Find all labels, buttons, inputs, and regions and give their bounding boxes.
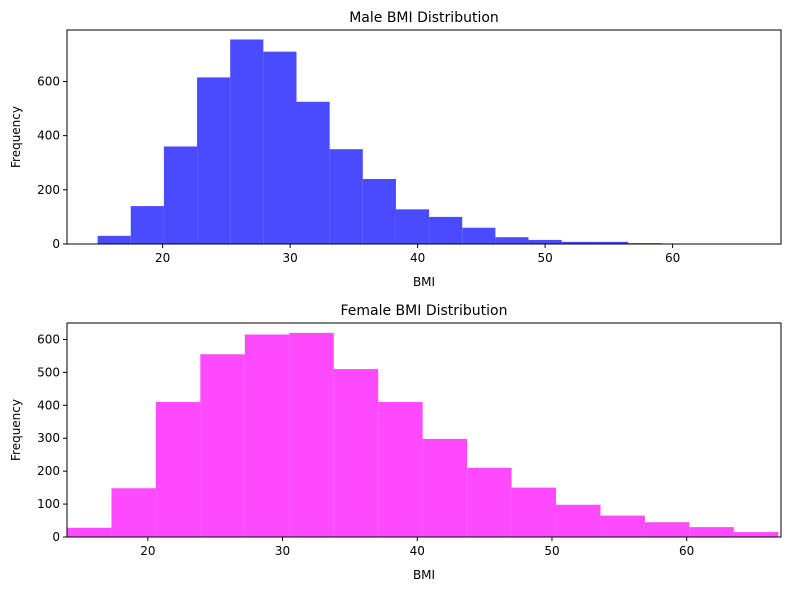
male-bar-9 bbox=[395, 209, 430, 244]
male-xtick-label-4: 60 bbox=[665, 251, 680, 265]
female-bar-7 bbox=[378, 402, 423, 537]
male-ytick-label-2: 400 bbox=[37, 129, 60, 143]
male-bar-4 bbox=[230, 39, 264, 245]
female-bar-0 bbox=[67, 527, 112, 537]
male-ytick-label-1: 200 bbox=[37, 183, 60, 197]
male-xtick-label-2: 40 bbox=[410, 251, 425, 265]
male-bar-1 bbox=[130, 206, 164, 244]
female-bar-3 bbox=[200, 354, 245, 537]
female-ytick-label-3: 300 bbox=[37, 431, 60, 445]
female-ytick-label-2: 200 bbox=[37, 464, 60, 478]
male-xtick-label-0: 20 bbox=[155, 251, 170, 265]
male-ytick-label-0: 0 bbox=[52, 237, 60, 251]
male-y-axis-label: Frequency bbox=[9, 106, 23, 168]
female-bar-2 bbox=[155, 402, 201, 537]
male-chart-title: Male BMI Distribution bbox=[349, 10, 499, 26]
male-bar-14 bbox=[561, 241, 595, 244]
female-bar-11 bbox=[556, 504, 601, 537]
female-x-axis-label: BMI bbox=[413, 568, 435, 582]
female-bar-9 bbox=[467, 467, 512, 537]
female-ytick-label-0: 0 bbox=[52, 530, 60, 544]
male-bar-10 bbox=[429, 216, 463, 244]
female-ytick-label-1: 100 bbox=[37, 497, 60, 511]
male-ytick-label-3: 600 bbox=[37, 74, 60, 88]
female-xtick-label-0: 20 bbox=[140, 544, 155, 558]
male-bar-13 bbox=[528, 239, 562, 244]
female-xtick-label-4: 60 bbox=[679, 544, 694, 558]
male-xtick-label-3: 50 bbox=[537, 251, 552, 265]
female-bar-4 bbox=[244, 334, 290, 537]
male-bar-2 bbox=[163, 146, 198, 244]
female-ytick-label-5: 500 bbox=[37, 365, 60, 379]
female-bar-15 bbox=[733, 532, 779, 537]
female-bar-10 bbox=[511, 487, 557, 537]
female-y-axis-label: Frequency bbox=[9, 399, 23, 461]
female-ytick-label-4: 400 bbox=[37, 398, 60, 412]
male-bar-0 bbox=[97, 235, 131, 244]
male-bar-15 bbox=[594, 241, 628, 244]
female-ytick-label-6: 600 bbox=[37, 332, 60, 346]
female-bar-1 bbox=[111, 488, 156, 537]
female-chart-title: Female BMI Distribution bbox=[340, 303, 507, 319]
female-xtick-label-1: 30 bbox=[275, 544, 290, 558]
male-x-axis-label: BMI bbox=[413, 275, 435, 289]
male-xtick-label-1: 30 bbox=[282, 251, 297, 265]
male-bar-5 bbox=[263, 51, 297, 244]
female-bar-14 bbox=[689, 527, 734, 537]
female-xtick-label-2: 40 bbox=[410, 544, 425, 558]
female-xtick-label-3: 50 bbox=[544, 544, 559, 558]
female-bar-5 bbox=[289, 332, 334, 537]
male-bar-8 bbox=[362, 178, 396, 244]
female-bar-12 bbox=[600, 515, 645, 537]
female-bar-13 bbox=[644, 522, 690, 537]
female-bar-8 bbox=[422, 438, 468, 537]
female-bar-6 bbox=[333, 369, 379, 537]
male-bar-6 bbox=[296, 101, 330, 244]
male-bar-11 bbox=[462, 227, 496, 244]
male-bar-12 bbox=[495, 237, 529, 244]
male-bar-7 bbox=[329, 149, 363, 244]
female-axes-frame bbox=[66, 322, 782, 538]
male-bar-3 bbox=[197, 77, 231, 244]
male-axes-frame bbox=[66, 29, 782, 245]
